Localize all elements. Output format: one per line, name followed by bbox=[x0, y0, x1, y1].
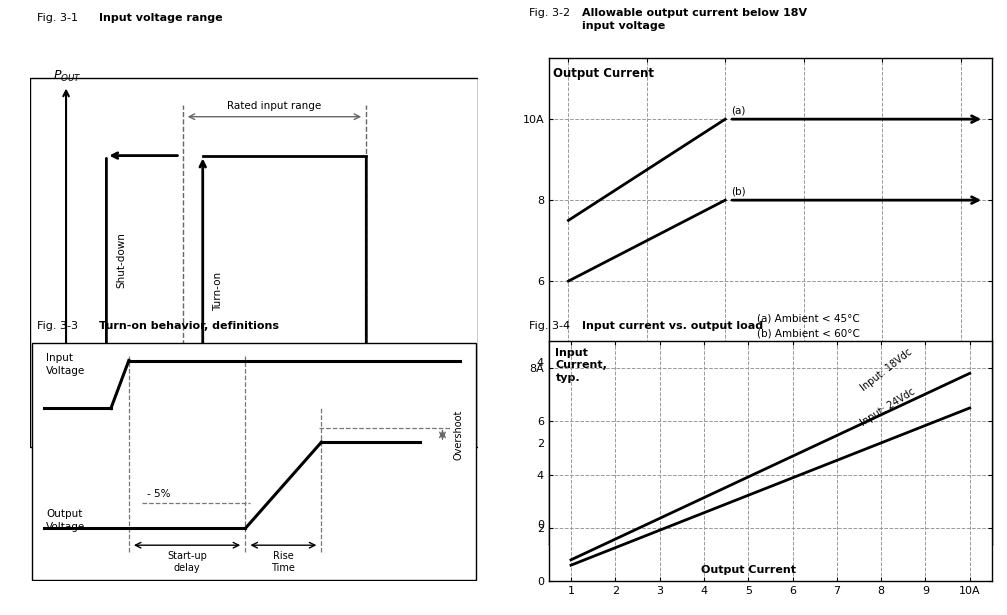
Bar bbox=[30, 78, 478, 447]
Text: 35.0Vdc: 35.0Vdc bbox=[382, 451, 391, 490]
Text: - 5%: - 5% bbox=[147, 489, 170, 499]
Text: Shut-down: Shut-down bbox=[116, 232, 126, 288]
Text: (a): (a) bbox=[731, 105, 745, 115]
Text: 32.4Vdc: 32.4Vdc bbox=[362, 451, 371, 490]
Text: Input Voltage: Input Voltage bbox=[703, 536, 787, 546]
Text: 14.0Vdc: 14.0Vdc bbox=[102, 451, 111, 490]
Text: 17.5Vdc: 17.5Vdc bbox=[178, 451, 187, 490]
Text: Output
Voltage: Output Voltage bbox=[46, 509, 86, 531]
Text: (b): (b) bbox=[731, 186, 746, 196]
Text: Rise
Time: Rise Time bbox=[272, 551, 295, 573]
Text: ~: ~ bbox=[45, 395, 64, 415]
Text: Fig. 3-3: Fig. 3-3 bbox=[37, 321, 79, 331]
Text: Rated input range: Rated input range bbox=[228, 101, 321, 111]
Text: Input voltage range: Input voltage range bbox=[99, 14, 223, 23]
Text: $V_{IN}$: $V_{IN}$ bbox=[452, 397, 471, 411]
Text: $P_{OUT}$: $P_{OUT}$ bbox=[52, 69, 82, 84]
Text: Input current vs. output load: Input current vs. output load bbox=[582, 321, 763, 331]
Text: Fig. 3-2: Fig. 3-2 bbox=[529, 9, 570, 18]
Text: 18.0Vdc: 18.0Vdc bbox=[198, 451, 207, 490]
Text: Input: 24Vdc: Input: 24Vdc bbox=[859, 386, 917, 428]
Text: Input
Current,
typ.: Input Current, typ. bbox=[556, 348, 607, 383]
Text: Turn-on: Turn-on bbox=[212, 272, 223, 311]
Text: Fig. 3-1: Fig. 3-1 bbox=[37, 14, 79, 23]
Text: Turn-on behavior, definitions: Turn-on behavior, definitions bbox=[99, 321, 279, 331]
Text: Overshoot: Overshoot bbox=[454, 410, 463, 460]
Text: Allowable output current below 18V: Allowable output current below 18V bbox=[582, 9, 808, 18]
Text: Fig. 3-4: Fig. 3-4 bbox=[529, 321, 570, 331]
Text: Output Current: Output Current bbox=[701, 565, 796, 574]
Text: Input: 18Vdc: Input: 18Vdc bbox=[859, 347, 914, 394]
Text: Input
Voltage: Input Voltage bbox=[46, 353, 86, 376]
Text: Output Current: Output Current bbox=[553, 66, 654, 79]
Text: Start-up
delay: Start-up delay bbox=[167, 551, 207, 573]
Text: (a) Ambient < 45°C
(b) Ambient < 60°C: (a) Ambient < 45°C (b) Ambient < 60°C bbox=[756, 314, 860, 338]
Text: input voltage: input voltage bbox=[582, 21, 666, 31]
